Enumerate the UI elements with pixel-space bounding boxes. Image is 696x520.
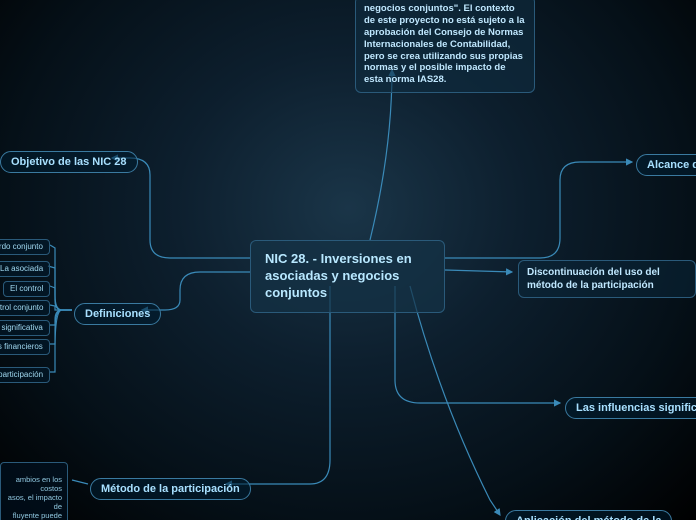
definicion-item[interactable]: El control [3,281,50,297]
branch-aplicacion[interactable]: Aplicación del método de la [505,510,672,520]
branch-metodo-label: Método de la participación [101,483,240,495]
branch-alcance[interactable]: Alcance de la [636,154,696,176]
definicion-item[interactable]: La asociada [0,261,50,277]
definicion-item[interactable]: de participación [0,367,50,383]
definicion-item[interactable]: dos financieros [0,339,50,355]
branch-definiciones-label: Definiciones [85,308,150,320]
branch-objetivo[interactable]: Objetivo de las NIC 28 [0,151,138,173]
definicion-item[interactable]: ontrol conjunto [0,300,50,316]
branch-objetivo-label: Objetivo de las NIC 28 [11,156,127,168]
branch-influencias-label: Las influencias significativas [576,402,696,414]
metodo-note: ambios en los costos asos, el impacto de… [0,462,68,520]
branch-metodo[interactable]: Método de la participación [90,478,251,500]
metodo-note-text: ambios en los costos asos, el impacto de… [8,475,62,520]
branch-definiciones[interactable]: Definiciones [74,303,161,325]
context-note-text: negocios conjuntos". El contexto de este… [364,3,525,85]
mindmap-canvas: negocios conjuntos". El contexto de este… [0,0,696,520]
definicion-item[interactable]: cia significativa [0,320,50,336]
branch-discontinuacion-label: Discontinuación del uso del método de la… [527,267,660,291]
branch-influencias[interactable]: Las influencias significativas [565,397,696,419]
branch-alcance-label: Alcance de la [647,159,696,171]
center-topic[interactable]: NIC 28. - Inversiones en asociadas y neg… [250,240,445,313]
branch-discontinuacion[interactable]: Discontinuación del uso del método de la… [518,260,696,298]
center-topic-label: NIC 28. - Inversiones en asociadas y neg… [265,251,412,300]
context-note-box: negocios conjuntos". El contexto de este… [355,0,535,93]
branch-aplicacion-label: Aplicación del método de la [516,515,661,520]
definicion-item[interactable]: uerdo conjunto [0,239,50,255]
